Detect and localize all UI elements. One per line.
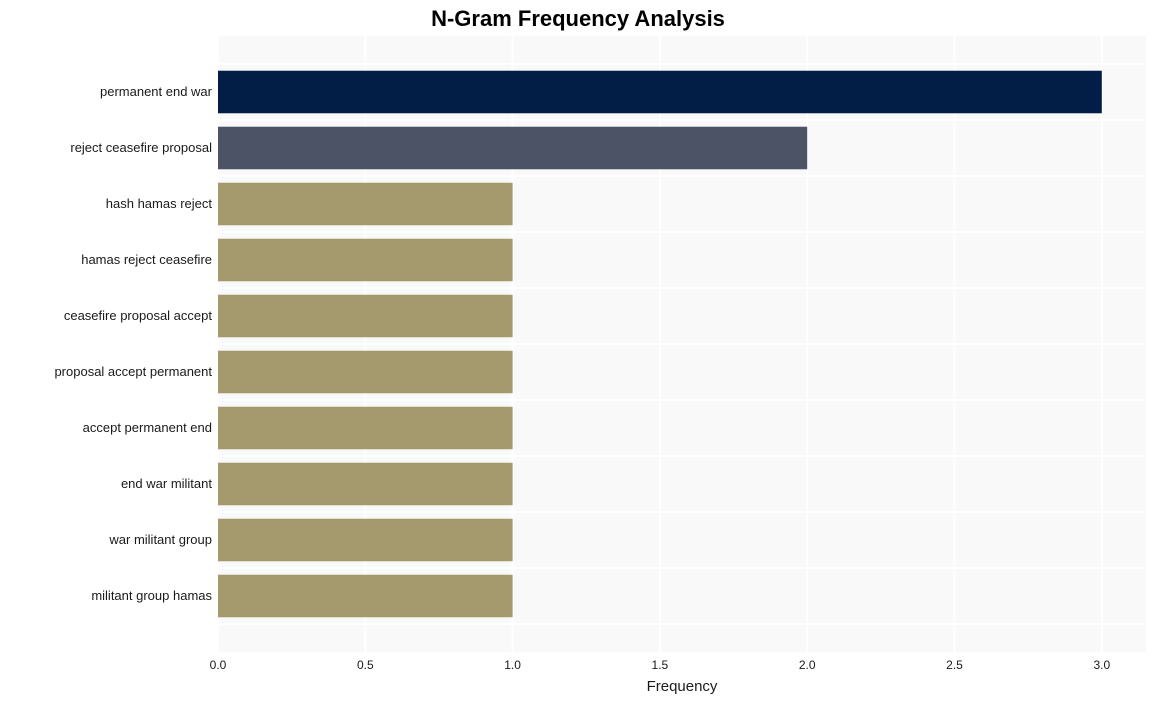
x-tick-label: 0.0 [198,658,238,672]
x-tick-label: 0.5 [345,658,385,672]
x-tick-label: 1.5 [640,658,680,672]
bar [218,407,513,450]
bar [218,71,1102,114]
bar [218,463,513,506]
bar [218,127,807,170]
x-axis-title: Frequency [218,678,1146,695]
bar [218,239,513,282]
y-tick-label: accept permanent end [83,420,212,435]
y-tick-label: permanent end war [100,84,212,99]
x-tick-label: 2.0 [787,658,827,672]
ngram-chart: N-Gram Frequency Analysis permanent end … [0,0,1156,701]
y-tick-label: ceasefire proposal accept [64,308,212,323]
bar [218,351,513,394]
y-tick-label: war militant group [109,532,212,547]
plot-area [218,36,1146,652]
y-tick-label: proposal accept permanent [54,364,212,379]
bar [218,519,513,562]
x-tick-label: 3.0 [1082,658,1122,672]
x-tick-label: 1.0 [493,658,533,672]
bar [218,575,513,618]
plot-svg [218,36,1146,652]
bar [218,295,513,338]
bar [218,183,513,226]
chart-title: N-Gram Frequency Analysis [0,6,1156,32]
x-tick-label: 2.5 [935,658,975,672]
y-tick-label: hamas reject ceasefire [81,252,212,267]
y-tick-label: end war militant [121,476,212,491]
y-tick-label: reject ceasefire proposal [70,140,212,155]
y-tick-label: militant group hamas [91,588,212,603]
y-tick-label: hash hamas reject [106,196,212,211]
